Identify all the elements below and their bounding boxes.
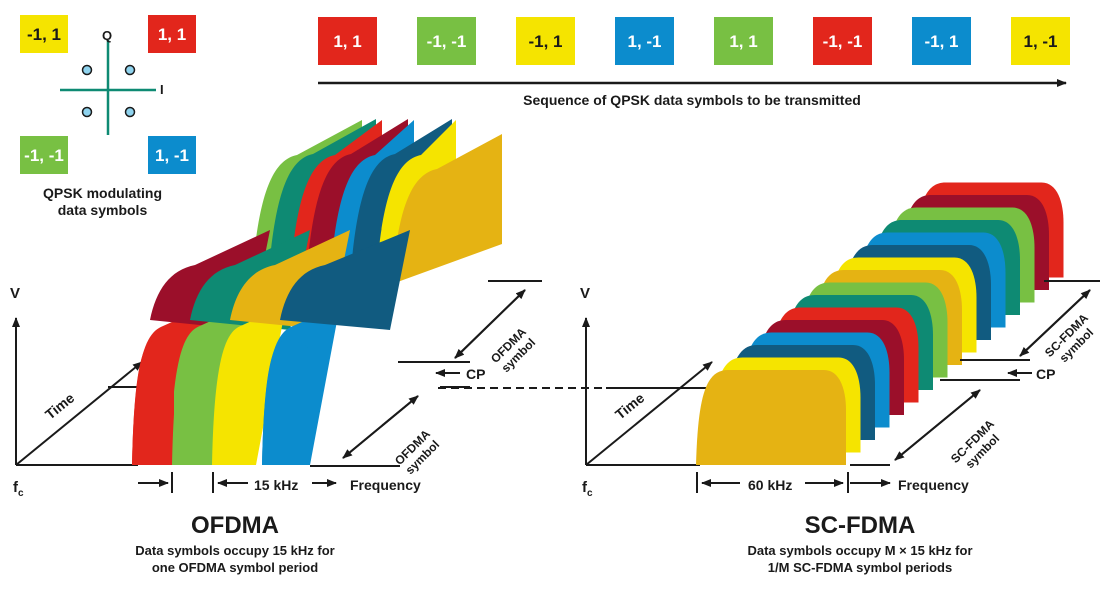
sequence-tile-2-bg [516,17,575,65]
ofdma-fc-sub: c [18,488,24,499]
ofdma-frequency-label: Frequency [350,477,421,493]
corner-tile-3-bg [148,136,196,174]
corner-tile-1: 1, 1 [148,15,196,53]
sequence-tile-0: 1, 1 [318,17,377,65]
sequence-tile-6-bg [912,17,971,65]
sequence-tile-4-bg [714,17,773,65]
scfdma-bandwidth-label: 60 kHz [748,477,793,493]
corner-tile-3: 1, -1 [148,136,196,174]
constellation-caption-line1: QPSK modulating [43,185,162,201]
corner-tile-0: -1, 1 [20,15,68,53]
ofdma-subtitle-line2: one OFDMA symbol period [151,560,319,575]
sequence-caption: Sequence of QPSK data symbols to be tran… [523,92,861,108]
sequence-tile-2-text: -1, 1 [528,32,562,51]
constellation-point [81,106,93,118]
i-axis-label: I [160,82,164,97]
ofdma-subtitle: Data symbols occupy 15 kHz for one OFDMA… [95,542,375,576]
ofdma-time-axis [15,361,143,466]
sequence-tile-5: -1, -1 [813,17,872,65]
ofdma-panel [12,119,542,493]
sequence-tile-2: -1, 1 [516,17,575,65]
scfdma-subtitle: Data symbols occupy M × 15 kHz for 1/M S… [705,542,1015,576]
sequence-tile-3-bg [615,17,674,65]
qpsk-constellation: -1, 1 1, 1 -1, -1 1, -1 [20,15,196,174]
corner-tile-1-text: 1, 1 [158,25,186,44]
ofdma-subtitle-line1: Data symbols occupy 15 kHz for [135,543,335,558]
scfdma-fc-sub: c [587,488,593,499]
ofdma-front-face-2 [213,340,253,465]
ofdma-front-face-0 [132,340,174,465]
ofdma-v-label: V [10,285,21,302]
constellation-point [124,64,136,76]
ofdma-subcarrier-7 [280,230,410,330]
corner-tile-2-bg [20,136,68,174]
constellation-caption-line2: data symbols [57,202,148,218]
q-axis-label: Q [102,28,113,43]
scfdma-slab-0 [696,370,846,465]
scfdma-fc-label: fc [582,479,593,499]
sequence-tile-0-bg [318,17,377,65]
ofdma-title: OFDMA [191,512,279,539]
symbol-sequence: 1, 1 -1, -1 -1, 1 1, -1 1, 1 -1, -1 -1, 1 1, -1 [318,17,1070,87]
scfdma-symbol-arrow-upper-rev [1019,289,1091,357]
sequence-tile-4: 1, 1 [714,17,773,65]
sequence-tile-0-text: 1, 1 [333,32,361,51]
ofdma-fc-label: fc [13,479,24,499]
scfdma-fc-main: f [582,479,587,496]
sequence-tile-1: -1, -1 [417,17,476,65]
sequence-tile-7-text: 1, -1 [1023,32,1057,51]
corner-tile-0-text: -1, 1 [27,25,61,44]
scfdma-time-axis [585,361,713,466]
sequence-tile-6: -1, 1 [912,17,971,65]
corner-tile-0-bg [20,15,68,53]
ofdma-cp-label: CP [466,366,486,382]
constellation-caption: QPSK modulating data symbols [20,185,185,219]
scfdma-panel [582,182,1100,493]
ofdma-symbol-arrow-upper-rev [454,289,526,359]
ofdma-fc-main: f [13,479,18,496]
corner-tile-2-text: -1, -1 [24,146,64,165]
scfdma-symbol-arrow-lower-rev [894,389,981,461]
sequence-tile-6-text: -1, 1 [924,32,958,51]
sequence-tile-3-text: 1, -1 [627,32,661,51]
ofdma-symbol-arrow-lower-rev [342,395,419,459]
scfdma-title: SC-FDMA [804,512,916,539]
corner-tile-3-text: 1, -1 [155,146,189,165]
sequence-tile-3: 1, -1 [615,17,674,65]
sequence-tile-1-text: -1, -1 [427,32,467,51]
scfdma-v-label: V [580,285,591,302]
sequence-tile-5-bg [813,17,872,65]
scfdma-frequency-label: Frequency [898,477,969,493]
sequence-tile-7: 1, -1 [1011,17,1070,65]
sequence-tile-5-text: -1, -1 [823,32,863,51]
ofdma-front-face-3 [262,340,308,465]
sequence-tile-1-bg [417,17,476,65]
ofdma-front-face-1 [172,340,212,465]
corner-tile-2: -1, -1 [20,136,68,174]
scfdma-subtitle-line2: 1/M SC-FDMA symbol periods [767,560,953,575]
scfdma-subtitle-line1: Data symbols occupy M × 15 kHz for [747,543,973,558]
scfdma-cp-label: CP [1036,366,1056,382]
ofdma-back-subcarrier-7 [392,134,502,284]
sequence-tile-7-bg [1011,17,1070,65]
corner-tile-1-bg [148,15,196,53]
ofdma-spacing-label: 15 kHz [254,477,299,493]
constellation-point [81,64,93,76]
sequence-tile-4-text: 1, 1 [729,32,757,51]
constellation-point [124,106,136,118]
